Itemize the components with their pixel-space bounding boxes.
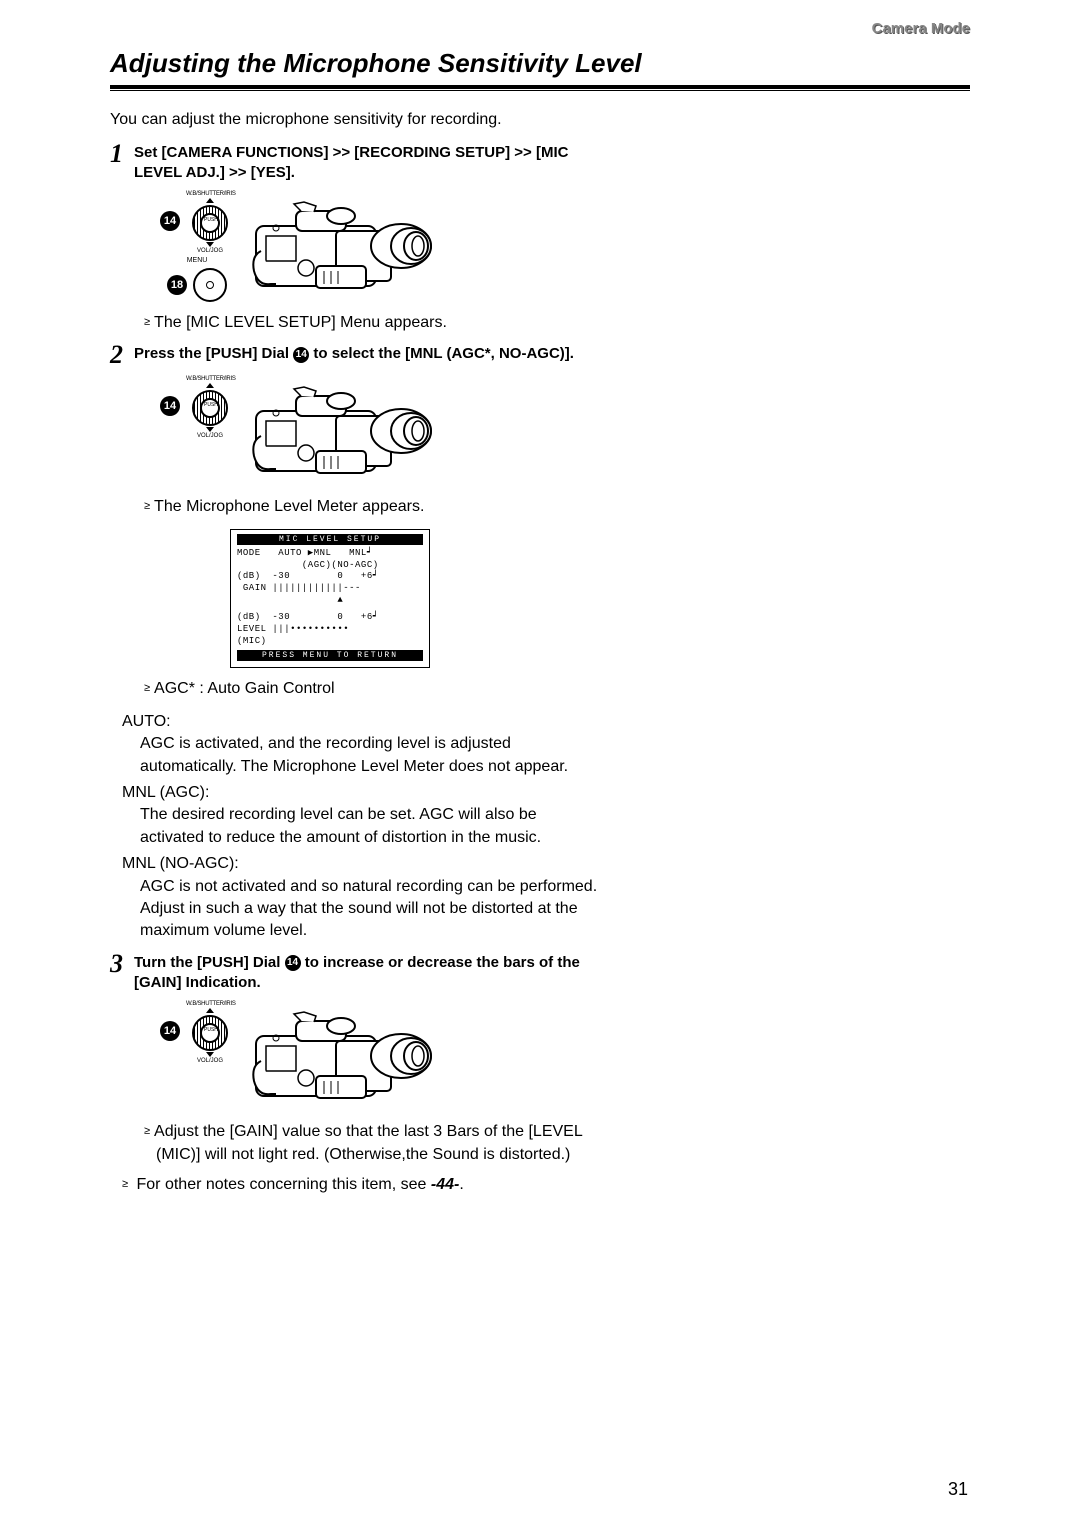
dial-group-3: 14 W.B/SHUTTER/IRIS PUSH VOL/JOG [160,1001,234,1061]
camera-illustration-2 [246,376,446,486]
reference-note: For other notes concerning this item, se… [122,1176,600,1194]
mode-auto-label: AUTO: [122,711,600,733]
dial-14-badge-3: 14 [160,1021,180,1041]
dial-push-label-3: PUSH [204,1027,216,1039]
dial-group-1: 14 W.B/SHUTTER/IRIS PUSH VOL/JOG MENU 18 [160,191,234,302]
section-title: Adjusting the Microphone Sensitivity Lev… [110,48,970,79]
mode-mnl-noagc-label: MNL (NO-AGC): [122,853,600,875]
dial-18-badge: 18 [167,275,187,295]
lcd-screen: MIC LEVEL SETUP MODE AUTO ▶MNL MNL┙ (AGC… [230,529,430,669]
title-rule-thin [110,90,970,91]
dial-push-label-2: PUSH [204,402,216,414]
dial-14-item: 14 W.B/SHUTTER/IRIS PUSH VOL/JOG [160,191,234,251]
lcd-footer: PRESS MENU TO RETURN [237,650,423,661]
camera-illustration-3 [246,1001,446,1111]
step-3-text: Turn the [PUSH] Dial 14 to increase or d… [134,953,600,994]
step-1: 1 Set [CAMERA FUNCTIONS] >> [RECORDING S… [110,143,600,184]
jog-dial-icon-2: W.B/SHUTTER/IRIS PUSH VOL/JOG [186,376,234,436]
dial-18-item: 18 [167,268,227,302]
title-rule-thick [110,85,970,89]
dial-14-item-3: 14 W.B/SHUTTER/IRIS PUSH VOL/JOG [160,1001,234,1061]
mode-auto: AUTO: AGC is activated, and the recordin… [110,711,600,778]
menu-button-icon [193,268,227,302]
step-2-text: Press the [PUSH] Dial 14 to select the [… [134,344,600,364]
dial-top-label-3: W.B/SHUTTER/IRIS [186,1001,234,1007]
dial-top-label: W.B/SHUTTER/IRIS [186,191,234,197]
lcd-row-5: ▲ [237,595,423,607]
lcd-row-1: MODE AUTO ▶MNL MNL┙ [237,548,423,560]
step-2-text-a: Press the [PUSH] Dial [134,345,293,362]
step-3: 3 Turn the [PUSH] Dial 14 to increase or… [110,953,600,994]
dial-14-item-2: 14 W.B/SHUTTER/IRIS PUSH VOL/JOG [160,376,234,436]
step-3-number: 3 [110,951,134,977]
note-4: Adjust the [GAIN] value so that the last… [144,1121,600,1166]
ref-tail: . [459,1176,463,1193]
dial-14-badge-2: 14 [160,396,180,416]
header-mode-label: Camera Mode [872,20,970,37]
step-2: 2 Press the [PUSH] Dial 14 to select the… [110,344,600,368]
camera-illustration [246,191,446,301]
lcd-row-6: (dB) -30 0 +6┙ [237,612,423,624]
dial-group-2: 14 W.B/SHUTTER/IRIS PUSH VOL/JOG [160,376,234,436]
lcd-row-2: (AGC)(NO-AGC) [237,560,423,572]
mode-mnl-agc: MNL (AGC): The desired recording level c… [110,782,600,849]
content-column: You can adjust the microphone sensitivit… [110,109,600,1194]
lcd-row-4: GAIN ||||||||||||--- [237,583,423,595]
step-2-diagram: 14 W.B/SHUTTER/IRIS PUSH VOL/JOG [160,376,600,486]
dial-voljog-label: VOL/JOG [186,248,234,254]
ref-text: For other notes concerning this item, se… [137,1176,431,1193]
mode-mnl-agc-body: The desired recording level can be set. … [140,804,600,849]
mode-auto-body: AGC is activated, and the recording leve… [140,733,600,778]
step-1-text: Set [CAMERA FUNCTIONS] >> [RECORDING SET… [134,143,600,184]
note-3: AGC* : Auto Gain Control [144,678,600,700]
lcd-row-3: (dB) -30 0 +6┙ [237,571,423,583]
mode-mnl-agc-label: MNL (AGC): [122,782,600,804]
step-3-text-a: Turn the [PUSH] Dial [134,954,285,971]
dial-push-label: PUSH [204,217,216,229]
lcd-title: MIC LEVEL SETUP [237,534,423,545]
ref-page: -44- [431,1176,459,1193]
step-1-diagram: 14 W.B/SHUTTER/IRIS PUSH VOL/JOG MENU 18 [160,191,600,302]
lcd-row-7: LEVEL |||•••••••••• [237,624,423,636]
dial-14-badge: 14 [160,211,180,231]
intro-text: You can adjust the microphone sensitivit… [110,109,600,131]
step-2-badge: 14 [293,347,309,363]
mode-mnl-noagc-body: AGC is not activated and so natural reco… [140,876,600,943]
note-2: The Microphone Level Meter appears. [144,496,600,518]
step-3-diagram: 14 W.B/SHUTTER/IRIS PUSH VOL/JOG [160,1001,600,1111]
step-3-badge: 14 [285,955,301,971]
jog-dial-icon-3: W.B/SHUTTER/IRIS PUSH VOL/JOG [186,1001,234,1061]
dial-voljog-label-3: VOL/JOG [186,1058,234,1064]
note-1: The [MIC LEVEL SETUP] Menu appears. [144,312,600,334]
jog-dial-icon: W.B/SHUTTER/IRIS PUSH VOL/JOG [186,191,234,251]
dial-top-label-2: W.B/SHUTTER/IRIS [186,376,234,382]
menu-label: MENU [187,257,208,264]
step-2-number: 2 [110,342,134,368]
page-number: 31 [948,1479,968,1500]
step-2-text-b: to select the [MNL (AGC*, NO-AGC)]. [309,345,574,362]
dial-voljog-label-2: VOL/JOG [186,433,234,439]
step-1-number: 1 [110,141,134,167]
mode-mnl-noagc: MNL (NO-AGC): AGC is not activated and s… [110,853,600,943]
lcd-row-8: (MIC) [237,636,423,648]
